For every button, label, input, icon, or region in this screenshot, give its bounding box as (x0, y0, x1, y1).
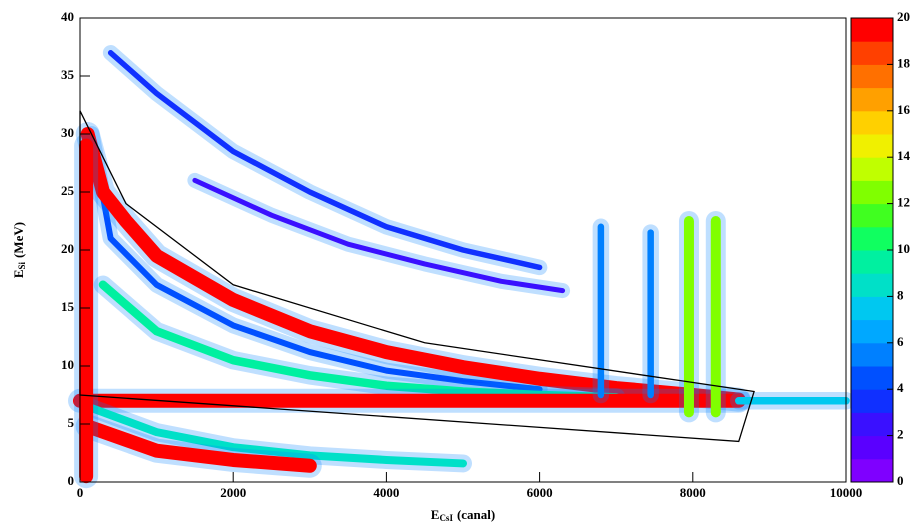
colorbar-tick-label: 4 (897, 380, 904, 395)
y-tick-label: 40 (61, 9, 74, 24)
x-tick-label: 10000 (830, 485, 863, 500)
colorbar-cell (851, 296, 893, 321)
colorbar-tick-label: 6 (897, 334, 904, 349)
y-tick-label: 25 (61, 183, 75, 198)
y-label-unit: (MeV) (11, 222, 26, 258)
x-tick-label: 6000 (527, 485, 553, 500)
y-axis-label: ESi (MeV) (11, 222, 27, 278)
ridge (80, 419, 317, 473)
colorbar-cell (851, 226, 893, 251)
colorbar-tick-label: 16 (897, 102, 911, 117)
y-tick-label: 0 (68, 473, 75, 488)
y-tick-label: 30 (61, 125, 74, 140)
colorbar-cell (851, 435, 893, 460)
colorbar-tick-label: 14 (897, 148, 911, 163)
colorbar-cell (851, 273, 893, 297)
colorbar-cell (851, 87, 893, 112)
x-label-main: E (431, 507, 440, 522)
x-tick-label: 0 (77, 485, 84, 500)
colorbar-cell (851, 342, 893, 367)
colorbar-cell (851, 180, 893, 205)
colorbar-cell (851, 458, 893, 483)
x-axis-label: ECsI (canal) (431, 507, 495, 523)
y-label-main: E (11, 269, 26, 278)
colorbar-cell (851, 41, 893, 65)
colorbar-tick-label: 12 (897, 195, 910, 210)
ridge (88, 131, 543, 393)
y-tick-label: 5 (68, 415, 75, 430)
x-tick-label: 4000 (373, 485, 399, 500)
x-tick-label: 8000 (680, 485, 706, 500)
x-tick-label: 2000 (220, 485, 246, 500)
colorbar-cell (851, 110, 893, 135)
colorbar-cell (851, 18, 893, 42)
ridge (80, 127, 746, 407)
x-label-unit: (canal) (457, 507, 495, 522)
y-tick-label: 15 (61, 299, 75, 314)
colorbar-tick-label: 2 (897, 427, 904, 442)
colorbar-cell (851, 250, 893, 274)
colorbar-cell (851, 157, 893, 181)
y-label-sub: Si (17, 261, 27, 269)
colorbar-tick-label: 20 (897, 9, 910, 24)
colorbar-cell (851, 134, 893, 158)
colorbar-tick-label: 18 (897, 55, 911, 70)
colorbar-cell (851, 366, 893, 390)
colorbar-cell (851, 64, 893, 89)
colorbar-tick-label: 0 (897, 473, 904, 488)
y-tick-label: 10 (61, 357, 74, 372)
ridge (83, 402, 467, 468)
x-label-sub: CsI (439, 513, 453, 523)
colorbar-tick-label: 10 (897, 241, 910, 256)
colorbar-cell (851, 319, 893, 344)
y-tick-label: 35 (61, 67, 75, 82)
colorbar-cell (851, 203, 893, 228)
ridge (192, 177, 566, 294)
ridge (107, 50, 543, 271)
y-tick-label: 20 (61, 241, 74, 256)
colorbar-cell (851, 412, 893, 437)
gate-contour (79, 110, 755, 443)
colorbar-tick-label: 8 (897, 287, 904, 302)
colorbar-cell (851, 389, 893, 413)
